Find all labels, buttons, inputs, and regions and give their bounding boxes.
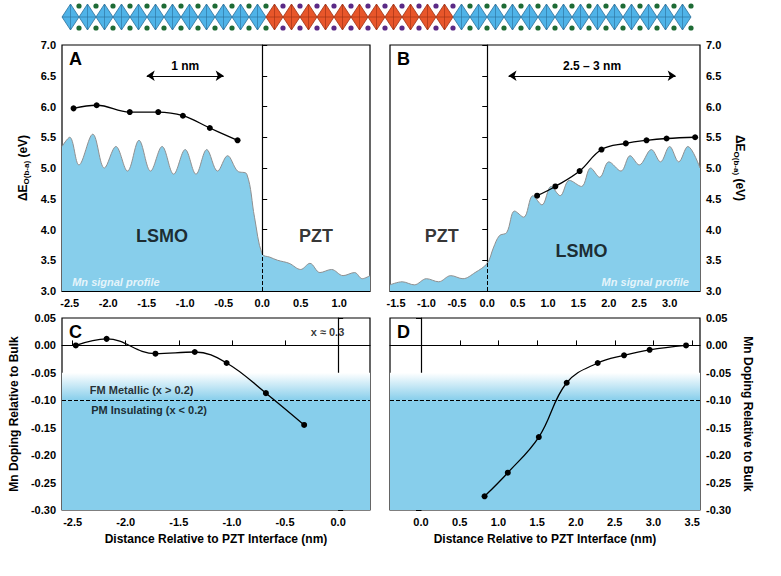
svg-text:-2.5: -2.5	[60, 297, 79, 309]
svg-text:-0.05: -0.05	[31, 367, 56, 379]
svg-text:0.0: 0.0	[480, 297, 495, 309]
svg-text:6.0: 6.0	[41, 101, 56, 113]
svg-text:7.0: 7.0	[706, 39, 721, 51]
svg-text:-0.5: -0.5	[447, 297, 466, 309]
svg-text:3.5: 3.5	[706, 254, 721, 266]
svg-text:0.0: 0.0	[330, 516, 345, 528]
svg-text:-0.05: -0.05	[706, 367, 731, 379]
svg-text:0.05: 0.05	[35, 312, 56, 324]
svg-text:-0.20: -0.20	[31, 449, 56, 461]
svg-text:-0.5: -0.5	[214, 297, 233, 309]
svg-text:4.0: 4.0	[706, 224, 721, 236]
svg-text:4.5: 4.5	[41, 193, 56, 205]
svg-text:-2.0: -2.0	[116, 516, 135, 528]
svg-text:B: B	[397, 49, 410, 69]
svg-text:1.0: 1.0	[332, 297, 347, 309]
svg-text:-0.10: -0.10	[706, 394, 731, 406]
svg-text:-0.25: -0.25	[31, 477, 56, 489]
svg-text:LSMO: LSMO	[136, 226, 188, 246]
svg-text:-1.0: -1.0	[222, 516, 241, 528]
svg-text:-0.5: -0.5	[276, 516, 295, 528]
svg-text:5.5: 5.5	[41, 131, 56, 143]
svg-text:6.5: 6.5	[706, 70, 721, 82]
svg-text:PZT: PZT	[299, 226, 333, 246]
svg-text:0.00: 0.00	[706, 339, 727, 351]
svg-text:ΔE: ΔE	[733, 135, 747, 152]
svg-text:3.0: 3.0	[41, 285, 56, 297]
svg-text:-0.25: -0.25	[706, 477, 731, 489]
svg-text:0.00: 0.00	[35, 339, 56, 351]
svg-text:5.0: 5.0	[41, 162, 56, 174]
svg-text:-0.15: -0.15	[31, 422, 56, 434]
svg-text:3.0: 3.0	[662, 297, 677, 309]
svg-text:ΔE: ΔE	[16, 184, 30, 201]
svg-text:x ≈ 0.3: x ≈ 0.3	[311, 326, 345, 338]
svg-text:2.5 – 3 nm: 2.5 – 3 nm	[563, 59, 621, 73]
svg-text:Distance Relative to PZT Inter: Distance Relative to PZT Interface (nm)	[434, 532, 657, 546]
svg-text:0.0: 0.0	[413, 516, 428, 528]
svg-text:Mn Doping Relative to Bulk: Mn Doping Relative to Bulk	[7, 336, 21, 492]
svg-text:-0.15: -0.15	[706, 422, 731, 434]
svg-text:-1.5: -1.5	[137, 297, 156, 309]
svg-text:-0.10: -0.10	[31, 394, 56, 406]
svg-text:-1.5: -1.5	[387, 297, 406, 309]
svg-text:Distance Relative to PZT Inter: Distance Relative to PZT Interface (nm)	[105, 532, 328, 546]
svg-text:PM Insulating (x < 0.2): PM Insulating (x < 0.2)	[91, 404, 207, 416]
svg-text:1.5: 1.5	[571, 297, 586, 309]
svg-text:1 nm: 1 nm	[171, 59, 199, 73]
svg-text:5.0: 5.0	[706, 162, 721, 174]
svg-text:Mn Doping Relative to Bulk: Mn Doping Relative to Bulk	[741, 336, 755, 492]
svg-text:(eV): (eV)	[733, 175, 747, 201]
svg-text:7.0: 7.0	[41, 39, 56, 51]
svg-text:O(b-a): O(b-a)	[732, 152, 741, 176]
svg-text:-2.5: -2.5	[63, 516, 82, 528]
svg-text:0.5: 0.5	[293, 297, 308, 309]
svg-text:2.0: 2.0	[601, 297, 616, 309]
svg-text:A: A	[69, 49, 82, 69]
svg-text:Mn signal profile: Mn signal profile	[602, 276, 689, 288]
svg-text:4.0: 4.0	[41, 224, 56, 236]
svg-text:C: C	[69, 322, 82, 342]
svg-text:O(b-a): O(b-a)	[22, 161, 31, 185]
svg-text:2.0: 2.0	[568, 516, 583, 528]
svg-text:3.0: 3.0	[706, 285, 721, 297]
svg-text:2.5: 2.5	[632, 297, 647, 309]
svg-text:PZT: PZT	[425, 226, 459, 246]
svg-text:LSMO: LSMO	[555, 241, 607, 261]
svg-text:6.5: 6.5	[41, 70, 56, 82]
svg-text:4.5: 4.5	[706, 193, 721, 205]
svg-text:(eV): (eV)	[16, 135, 30, 161]
svg-text:-0.30: -0.30	[31, 504, 56, 516]
svg-text:D: D	[397, 322, 410, 342]
svg-text:3.5: 3.5	[41, 254, 56, 266]
svg-text:FM Metallic (x > 0.2): FM Metallic (x > 0.2)	[90, 384, 194, 396]
svg-text:6.0: 6.0	[706, 101, 721, 113]
svg-text:1.0: 1.0	[540, 297, 555, 309]
svg-text:0.0: 0.0	[255, 297, 270, 309]
svg-text:5.5: 5.5	[706, 131, 721, 143]
svg-text:-0.30: -0.30	[706, 504, 731, 516]
svg-text:-0.20: -0.20	[706, 449, 731, 461]
svg-text:3.0: 3.0	[646, 516, 661, 528]
svg-text:Mn signal profile: Mn signal profile	[72, 276, 159, 288]
svg-text:1.0: 1.0	[491, 516, 506, 528]
svg-text:2.5: 2.5	[607, 516, 622, 528]
svg-text:0.05: 0.05	[706, 312, 727, 324]
svg-text:-1.0: -1.0	[176, 297, 195, 309]
svg-text:0.5: 0.5	[510, 297, 525, 309]
svg-text:-1.0: -1.0	[417, 297, 436, 309]
svg-text:3.5: 3.5	[685, 516, 700, 528]
svg-text:1.5: 1.5	[530, 516, 545, 528]
svg-text:-1.5: -1.5	[169, 516, 188, 528]
svg-text:-2.0: -2.0	[99, 297, 118, 309]
svg-text:0.5: 0.5	[452, 516, 467, 528]
